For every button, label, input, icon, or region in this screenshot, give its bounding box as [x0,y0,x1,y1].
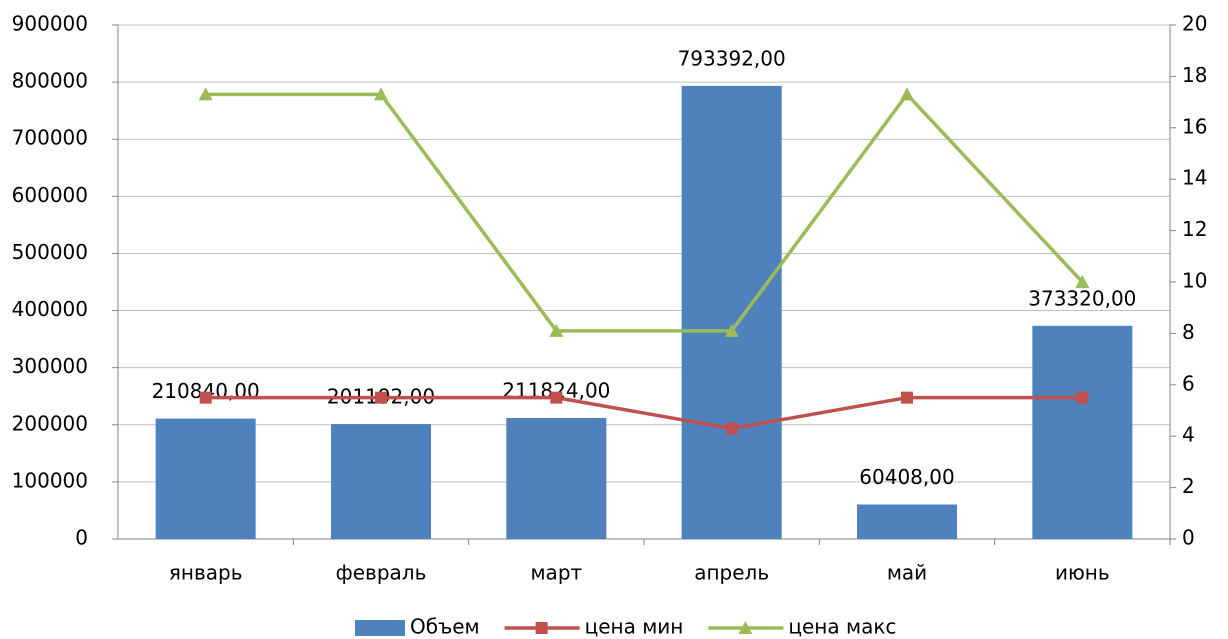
data-label: 793392,00 [678,46,786,70]
y2-tick-label: 18 [1182,63,1207,87]
marker [375,391,387,404]
bar [857,504,957,539]
y2-tick-label: 20 [1182,12,1207,36]
bar [155,418,256,539]
bar [1032,325,1133,539]
line [205,395,1083,431]
y2-tick-label: 6 [1182,371,1195,395]
y-tick-label: 700000 [12,126,88,150]
y-tick-label: 500000 [12,240,88,264]
y2-tick-label: 2 [1182,474,1195,498]
y2-tick-label: 16 [1182,114,1207,138]
marker [901,391,913,404]
x-tick-label: март [530,561,582,585]
x-tick-label: февраль [336,561,427,585]
y-tick-label: 0 [75,526,88,550]
legend-swatch [355,620,405,636]
marker [738,621,753,634]
marker [1076,391,1089,404]
y-tick-label: 400000 [12,297,88,321]
y2-tick-label: 8 [1182,320,1195,344]
legend-label: цена мин [585,615,684,639]
x-tick-label: май [887,561,927,585]
x-tick-label: апрель [694,561,769,585]
bar [681,85,782,539]
legend-label: Объем [410,615,480,639]
y2-tick-label: 0 [1182,526,1195,550]
y2-tick-label: 4 [1182,423,1195,447]
y2-tick-label: 14 [1182,166,1207,190]
marker [900,87,914,101]
data-label: 60408,00 [859,465,954,489]
legend-label: цена макс [788,615,896,639]
y2-tick-label: 12 [1182,217,1207,241]
marker [550,391,563,404]
y2-tick-label: 10 [1182,269,1207,293]
x-tick-label: июнь [1055,561,1110,585]
data-label: 373320,00 [1028,286,1136,310]
marker [724,323,739,337]
marker [1075,275,1090,288]
y-tick-label: 600000 [12,183,88,207]
marker [198,87,213,101]
x-tick-label: январь [169,561,243,585]
line [205,91,1084,333]
y-tick-label: 200000 [12,411,88,435]
marker [549,323,564,337]
marker [535,622,548,634]
y-tick-label: 800000 [12,69,88,93]
marker [199,391,212,404]
y-tick-label: 900000 [12,12,88,36]
marker [725,422,738,435]
bar [506,418,607,539]
marker [374,87,388,101]
bar [331,424,431,539]
y-tick-label: 300000 [12,354,88,378]
y-tick-label: 100000 [12,468,88,492]
